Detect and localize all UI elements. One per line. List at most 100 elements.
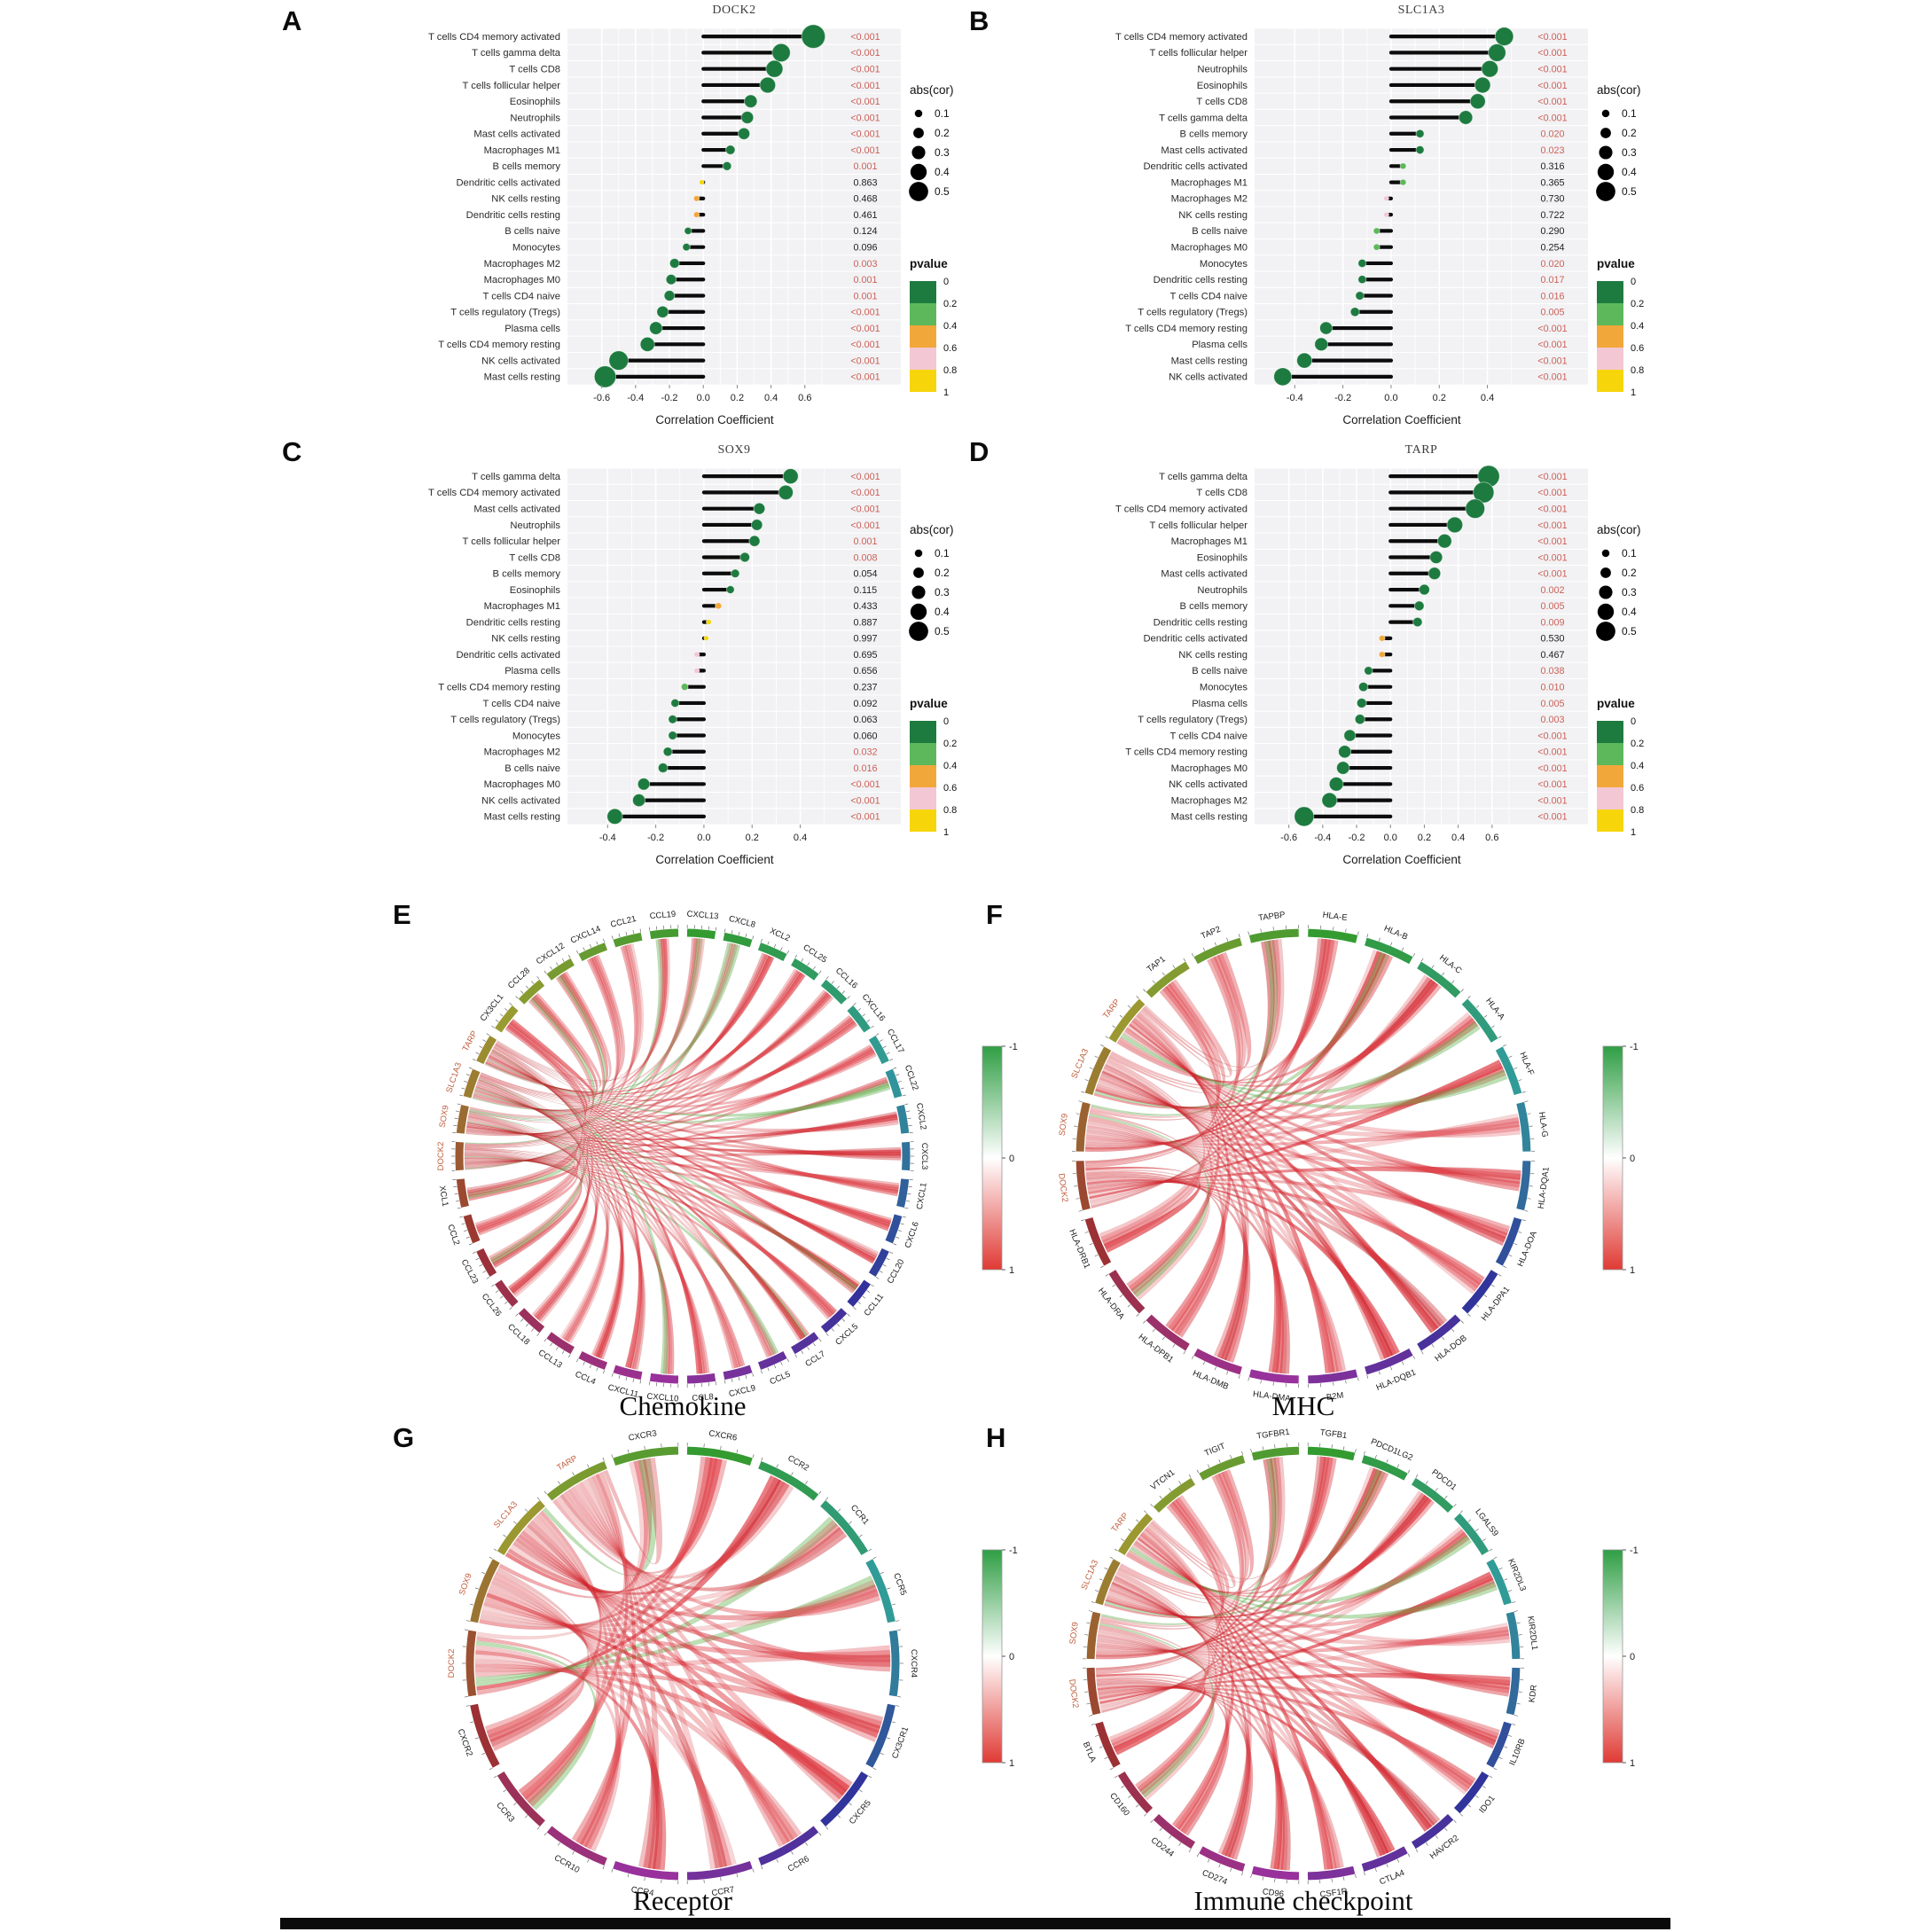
arc-tick	[904, 1103, 909, 1106]
cell-type-label: Macrophages M1	[484, 601, 560, 612]
arc-tick	[1250, 1873, 1252, 1878]
chord-ribbon	[467, 1120, 777, 1357]
chord-segment-label: KDR	[1527, 1684, 1539, 1702]
arc-tick	[761, 1457, 763, 1461]
chord-segment-label: CCL11	[863, 1292, 886, 1318]
arc-tick	[1094, 1734, 1099, 1737]
pvalue-text: 0.656	[853, 666, 877, 677]
chord-arc-segment	[649, 928, 679, 940]
chord-ribbon	[542, 1458, 657, 1576]
pvalue-text: 0.237	[853, 682, 877, 692]
cell-type-label: Monocytes	[1200, 682, 1248, 692]
cell-type-label: T cells CD4 naive	[1170, 291, 1248, 301]
arc-tick	[1188, 1474, 1192, 1478]
lollipop-dot	[731, 568, 740, 578]
lollipop-dot	[593, 365, 617, 388]
abs-cor-legend-dot	[911, 585, 926, 599]
pvalue-text: 0.433	[853, 601, 877, 612]
chord-ribbon	[1105, 1494, 1433, 1619]
abs-cor-legend-value: 0.1	[1622, 107, 1637, 120]
arc-tick	[1524, 1210, 1529, 1212]
pvalue-legend-swatch	[910, 325, 936, 348]
pvalue-legend-tick: 0.2	[1631, 739, 1644, 749]
panel-C-xaxis-label: Correlation Coefficient	[655, 853, 774, 866]
pvalue-text: <0.001	[850, 113, 880, 123]
cell-type-label: Mast cells resting	[1171, 812, 1248, 823]
lollipop-dot	[744, 94, 758, 108]
pvalue-text: <0.001	[1537, 779, 1567, 790]
chord-ribbon	[495, 1019, 594, 1096]
cell-type-label: NK cells activated	[1169, 779, 1248, 790]
arc-tick	[1401, 947, 1404, 951]
abs-cor-legend-dot	[911, 145, 926, 160]
arc-tick	[805, 1842, 808, 1846]
panel-D-tarp-lollipop: T cells gamma delta T cells CD8 T cells CD…	[962, 442, 1742, 878]
arc-tick	[1425, 1842, 1428, 1846]
abs-cor-legend-value: 0.5	[1622, 625, 1637, 637]
chord-ribbon	[1086, 1130, 1483, 1289]
arc-tick	[1086, 1702, 1091, 1705]
chord-segment-label: CCL22	[903, 1064, 920, 1092]
arc-tick	[491, 1284, 495, 1287]
pvalue-legend-tick: 0	[943, 716, 949, 727]
chord-arc-segment	[757, 1350, 787, 1370]
cell-type-label: T cells CD4 naive	[1170, 731, 1248, 741]
panel-letter-F: F	[986, 899, 1003, 930]
arc-tick	[902, 1094, 906, 1097]
pvalue-text: <0.001	[850, 812, 880, 823]
chord-segment-label: HLA-DQA1	[1537, 1166, 1552, 1209]
chord-segment-label: HLA-DQB1	[1375, 1368, 1418, 1393]
arc-tick	[736, 1449, 739, 1453]
cell-type-label: B cells memory	[1180, 129, 1248, 140]
abs-cor-legend: abs(cor) 0.1 0.2 0.3 0.4 0.5	[1596, 83, 1641, 201]
arc-tick	[555, 962, 559, 966]
arc-tick	[1207, 1858, 1210, 1863]
arc-tick	[1099, 1578, 1103, 1581]
chord-ribbon	[481, 938, 669, 1097]
pvalue-text: <0.001	[850, 64, 880, 74]
chord-ribbon	[1095, 1018, 1479, 1112]
x-tick-label: 0.0	[1384, 833, 1397, 843]
chord-ribbon	[1119, 981, 1442, 1088]
cell-type-label: Macrophages M0	[484, 275, 560, 285]
arc-tick	[1076, 1113, 1080, 1115]
pvalue-column: <0.001 <0.001 <0.001 <0.001 <0.001 <0.001 0.02…	[1537, 32, 1567, 383]
chord-ribbon	[1096, 1492, 1429, 1655]
chord-ribbon	[474, 1088, 877, 1263]
arc-tick	[1202, 1361, 1206, 1365]
cell-type-label: T cells CD4 memory resting	[438, 682, 560, 692]
arc-tick	[1202, 947, 1206, 951]
arc-tick	[1274, 1878, 1276, 1882]
pvalue-legend-swatch	[1597, 370, 1623, 392]
lollipop-dot	[684, 226, 692, 235]
arc-tick	[1503, 1265, 1506, 1269]
panel-D-xaxis-label: Correlation Coefficient	[1342, 853, 1461, 866]
cell-type-label: Plasma cells	[505, 324, 560, 334]
arc-tick	[1331, 1444, 1333, 1449]
cell-type-label: T cells CD8	[1196, 488, 1248, 498]
chord-ribbon	[464, 1111, 898, 1164]
arc-tick	[513, 1521, 517, 1524]
cell-type-label: B cells naive	[1192, 226, 1248, 237]
chord-segment-label: CCR6	[786, 1854, 811, 1873]
gene-segment-label: DOCK2	[436, 1142, 446, 1171]
chord-arc-segments	[1072, 925, 1535, 1388]
arc-tick	[760, 1370, 763, 1374]
pvalue-legend-swatch	[910, 281, 936, 303]
chord-ribbon	[571, 1474, 637, 1845]
chord-arc-segment	[865, 1703, 896, 1768]
arc-tick	[1159, 1495, 1162, 1499]
abs-cor-legend-dot	[909, 622, 928, 641]
cell-type-label: B cells naive	[505, 226, 560, 237]
pvalue-legend-tick: 0.8	[943, 365, 957, 376]
arc-tick	[1226, 1371, 1229, 1375]
arc-tick	[1089, 1067, 1093, 1069]
abs-cor-legend-dot	[910, 603, 927, 621]
chord-ribbon	[583, 1479, 723, 1870]
panel-letter-H: H	[986, 1422, 1006, 1453]
abs-cor-legend-value: 0.3	[1622, 586, 1637, 598]
colorbar-tick-label: -1	[1009, 1545, 1018, 1556]
arc-tick	[752, 935, 755, 940]
chord-arc-segment	[1248, 1369, 1299, 1384]
chord-segment-label: CXCL1	[915, 1182, 929, 1210]
